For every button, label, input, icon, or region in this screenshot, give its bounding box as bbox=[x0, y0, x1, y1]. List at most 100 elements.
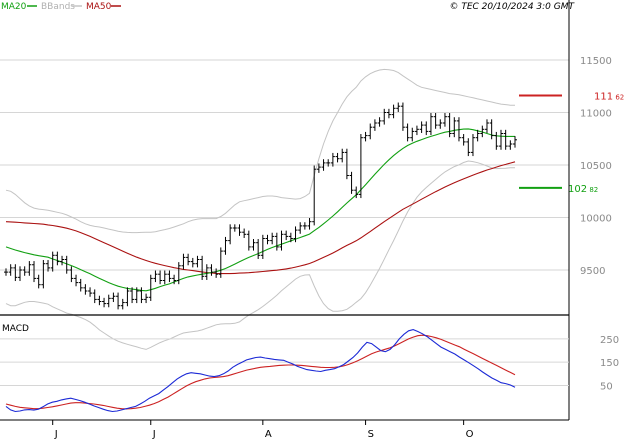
price-bar bbox=[237, 224, 242, 236]
price-bar bbox=[64, 255, 69, 274]
macd-signal-line bbox=[5, 334, 516, 410]
price-tick-label: 10000 bbox=[580, 214, 612, 225]
price-bar bbox=[503, 129, 508, 150]
price-bar bbox=[447, 113, 452, 138]
macd-lines bbox=[5, 329, 516, 413]
bollinger-upper-line bbox=[5, 68, 515, 234]
price-bar bbox=[139, 287, 144, 304]
x-tick-label: S bbox=[368, 429, 374, 440]
price-axis-labels: 9500 10000 10500 11000 11500 bbox=[580, 56, 612, 277]
price-bar bbox=[513, 136, 517, 148]
price-bar bbox=[4, 268, 8, 276]
price-bar bbox=[284, 230, 289, 241]
price-bar bbox=[256, 239, 261, 259]
price-bar bbox=[125, 287, 130, 307]
price-bar bbox=[106, 294, 111, 308]
price-bar bbox=[242, 228, 247, 238]
legend-bbands-label: BBands bbox=[41, 2, 75, 12]
price-bar bbox=[396, 102, 401, 112]
price-bar bbox=[358, 134, 363, 199]
price-bar bbox=[130, 287, 135, 304]
price-bar bbox=[279, 230, 284, 251]
price-bar bbox=[377, 117, 382, 127]
price-bar bbox=[321, 159, 326, 171]
resistance-marker-label: 111 62 bbox=[594, 91, 624, 102]
price-bar bbox=[494, 131, 499, 150]
ma50-line bbox=[5, 161, 516, 275]
price-bar bbox=[410, 127, 415, 142]
price-bar bbox=[97, 295, 102, 306]
macd-tick-label: 50 bbox=[600, 381, 613, 392]
bollinger-lower-line bbox=[5, 160, 515, 350]
support-marker-label: 102 82 bbox=[568, 184, 598, 195]
price-bar bbox=[461, 134, 466, 146]
price-bar bbox=[228, 224, 233, 245]
legend-ma50-label: MA50 bbox=[86, 2, 112, 12]
legend: MA20 BBands MA50 bbox=[1, 2, 121, 12]
price-bar bbox=[232, 224, 237, 232]
price-bar bbox=[148, 274, 153, 301]
price-bar bbox=[405, 123, 410, 142]
price-bar bbox=[74, 274, 79, 287]
price-bar bbox=[316, 163, 321, 173]
level-markers: 111 62 102 82 bbox=[519, 91, 624, 195]
price-panel: 9500 10000 10500 11000 11500 111 62 102 82 bbox=[0, 56, 624, 350]
price-bar bbox=[368, 123, 373, 140]
price-bar bbox=[330, 152, 335, 167]
ma20-line bbox=[5, 128, 515, 292]
price-bar bbox=[78, 278, 83, 292]
price-bar bbox=[144, 293, 149, 304]
price-bar bbox=[382, 108, 387, 125]
price-bar bbox=[372, 119, 377, 131]
price-bar bbox=[251, 239, 256, 251]
price-bar bbox=[400, 102, 405, 131]
price-bar bbox=[214, 268, 219, 278]
price-bar bbox=[190, 257, 195, 268]
price-bar bbox=[60, 255, 65, 266]
price-bar bbox=[111, 292, 116, 303]
price-bar bbox=[288, 232, 293, 243]
price-bar bbox=[274, 232, 279, 251]
price-bar bbox=[120, 298, 125, 310]
price-bar bbox=[83, 284, 88, 295]
price-bar bbox=[270, 232, 275, 245]
price-bar bbox=[209, 264, 214, 276]
macd-title: MACD bbox=[2, 324, 29, 334]
price-tick-label: 9500 bbox=[580, 266, 605, 277]
macd-axis-labels: 50 150 250 bbox=[600, 335, 619, 393]
price-bar bbox=[167, 270, 172, 283]
price-bar bbox=[326, 159, 331, 167]
moving-averages bbox=[5, 128, 516, 292]
price-bar bbox=[475, 129, 480, 142]
price-tick-label: 11500 bbox=[580, 56, 612, 67]
price-bar bbox=[489, 119, 494, 140]
price-bar bbox=[181, 253, 186, 270]
price-bar bbox=[41, 260, 46, 289]
price-bar bbox=[158, 270, 163, 285]
macd-tick-label: 150 bbox=[600, 358, 619, 369]
price-bar bbox=[484, 119, 489, 133]
resistance-marker-value: 111 bbox=[594, 91, 613, 102]
price-bar bbox=[391, 104, 396, 119]
price-bar bbox=[69, 266, 74, 283]
price-bar bbox=[13, 264, 18, 282]
price-bar bbox=[414, 125, 419, 136]
price-bar bbox=[22, 266, 27, 276]
x-tick-label: J bbox=[54, 429, 58, 440]
price-bar bbox=[438, 119, 443, 129]
support-marker-decimals: 82 bbox=[587, 186, 598, 194]
price-bar bbox=[498, 129, 503, 150]
price-bar bbox=[116, 292, 121, 310]
price-bar bbox=[419, 121, 424, 133]
price-tick-label: 10500 bbox=[580, 161, 612, 172]
price-bars bbox=[4, 102, 517, 310]
price-bar bbox=[8, 264, 13, 276]
resistance-marker-decimals: 62 bbox=[613, 93, 624, 101]
price-bar bbox=[293, 226, 298, 243]
price-bar bbox=[32, 261, 37, 283]
copyright-text: © TEC 20/10/2024 3:0 GMT bbox=[449, 2, 575, 12]
price-bar bbox=[307, 218, 312, 230]
price-bar bbox=[428, 113, 433, 136]
price-bar bbox=[344, 148, 349, 180]
